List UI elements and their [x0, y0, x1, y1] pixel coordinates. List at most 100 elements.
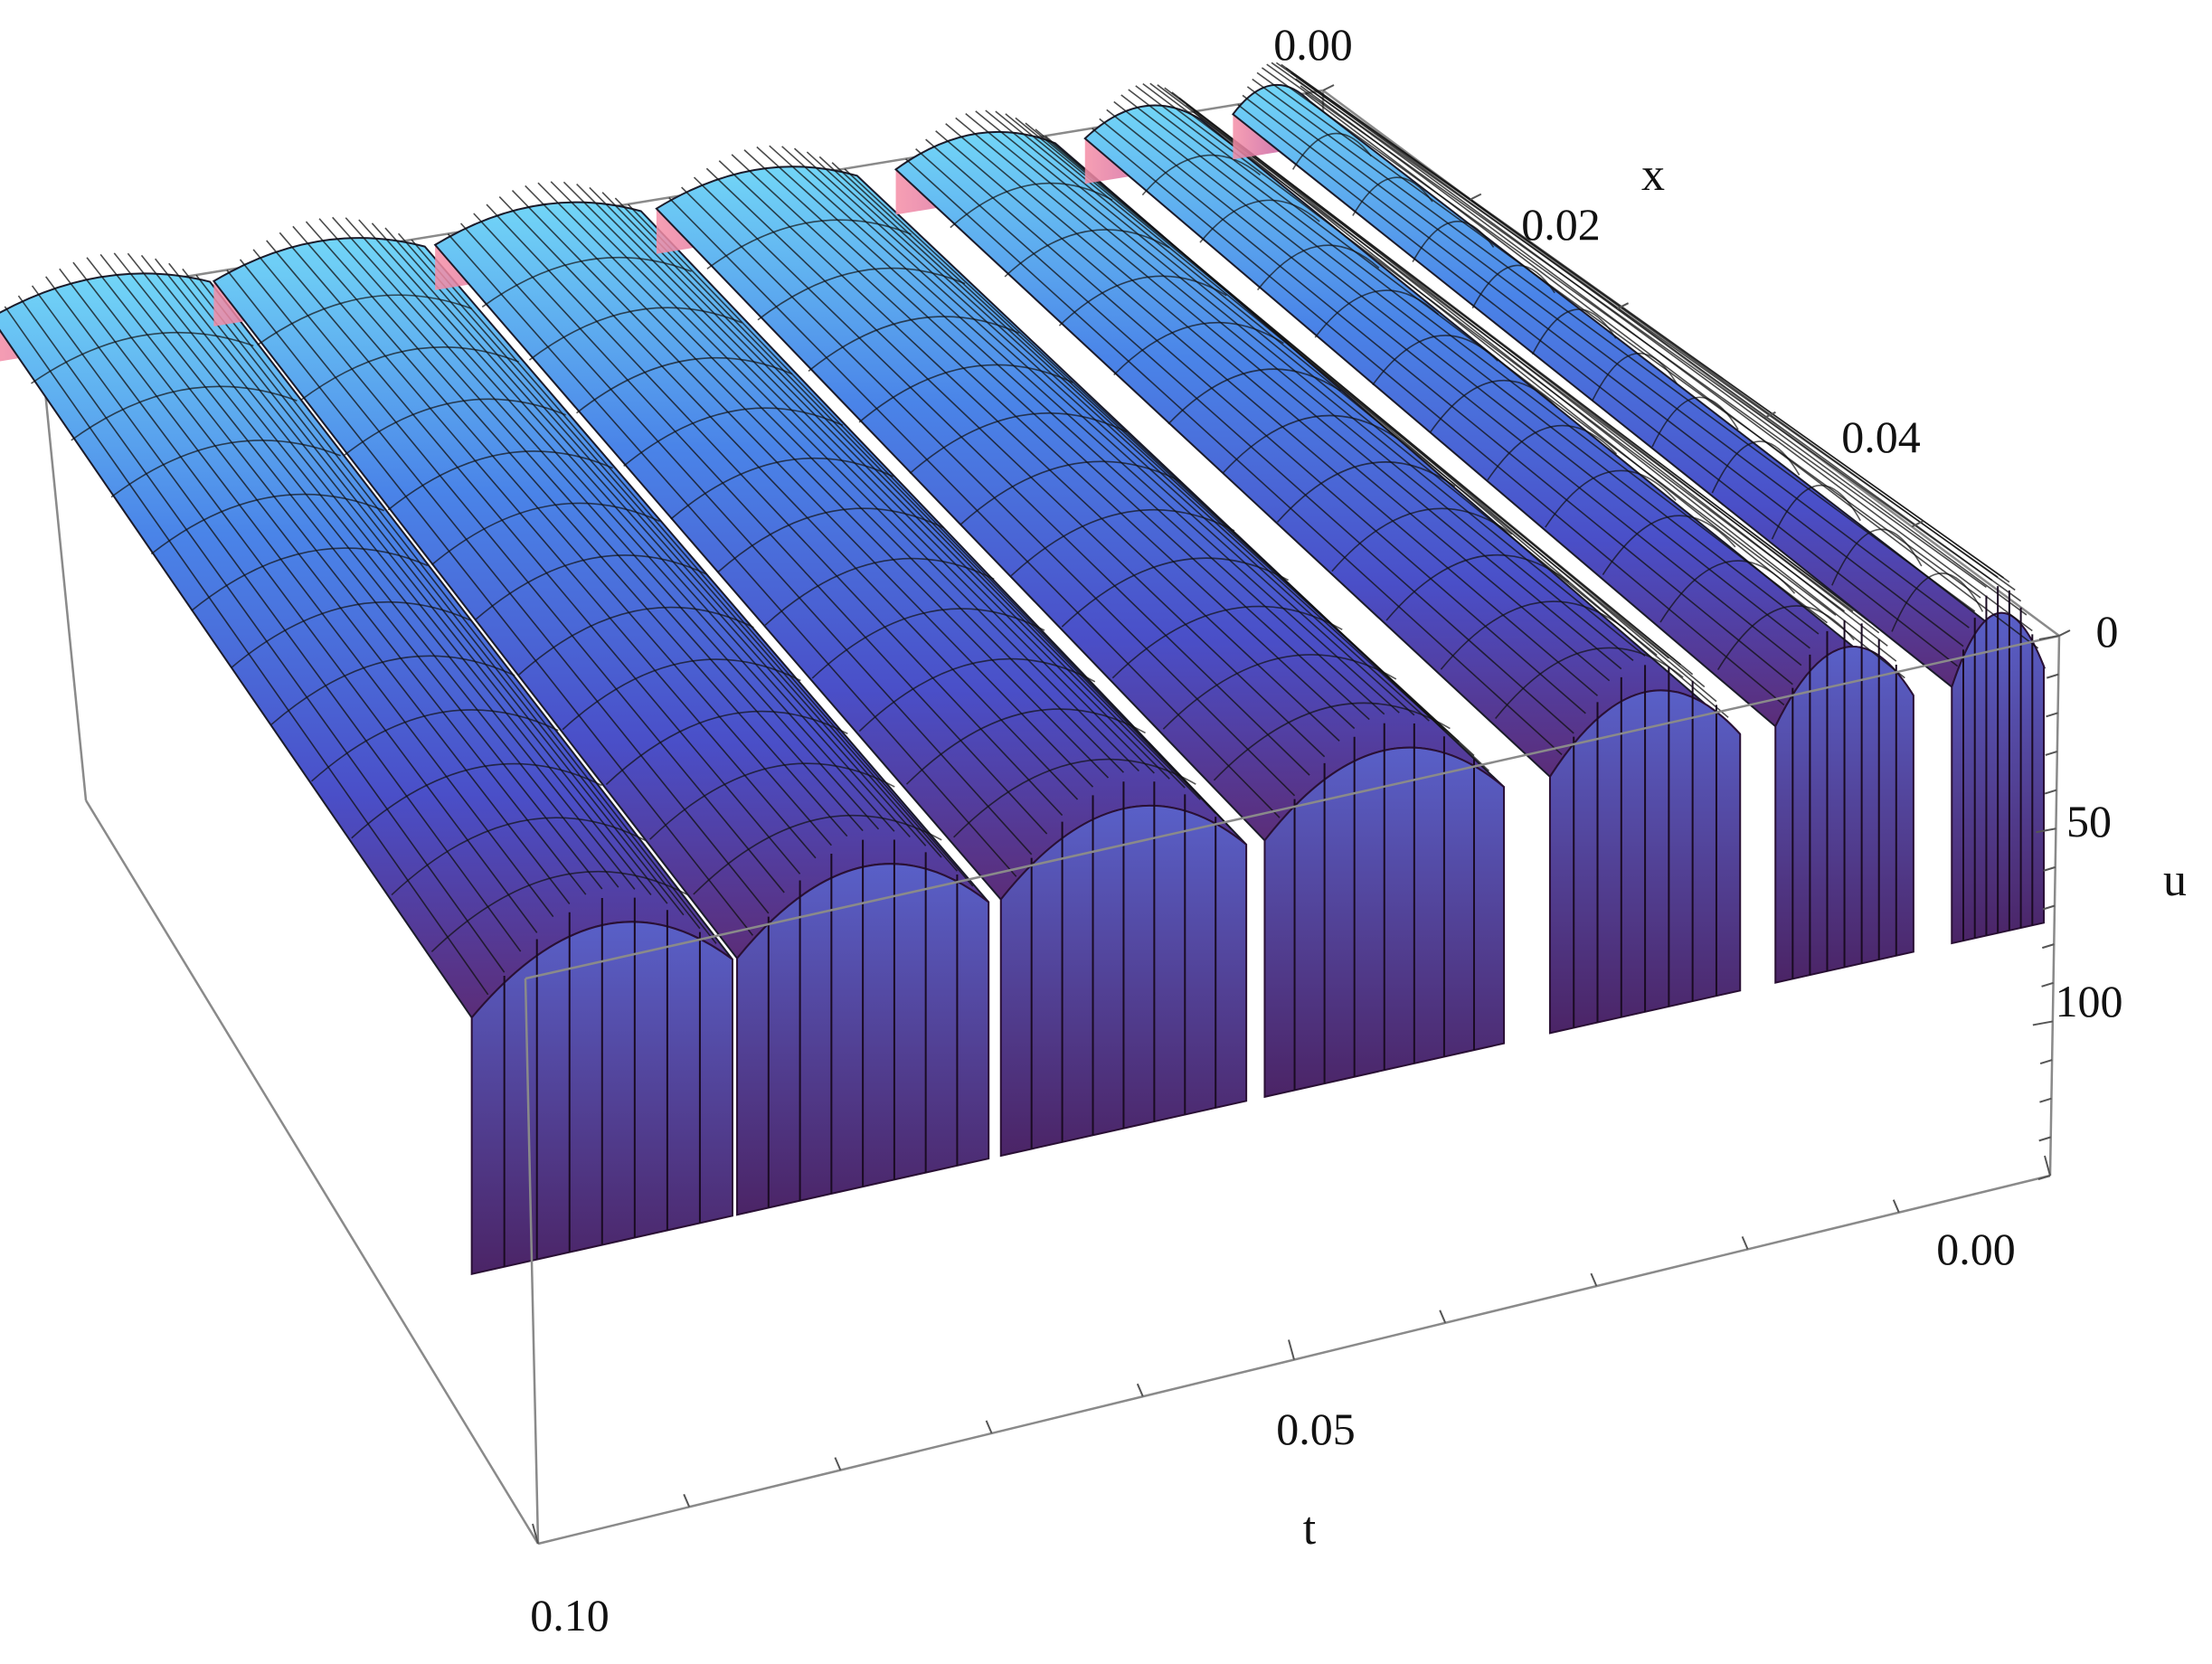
mesh-line-long-3-2 [681, 186, 1296, 797]
mesh-line-cross-6-7 [1651, 396, 1739, 448]
mesh-line-long-0-3 [31, 285, 522, 952]
mesh-line-cross-2-6 [717, 507, 944, 573]
mesh-line-long-2-13 [601, 192, 1201, 800]
mesh-line-long-4-7 [965, 113, 1634, 661]
u-tick-13 [2038, 1136, 2052, 1142]
mesh-line-cross-0-3 [110, 440, 341, 498]
surface-ridge-0 [0, 252, 733, 1276]
mesh-line-long-0-15 [195, 274, 717, 944]
mesh-line-cross-1-9 [605, 710, 848, 786]
mesh-line-cross-5-5 [1372, 335, 1498, 386]
x-tick-4 [1911, 520, 1924, 528]
t-tick-label-1: 0.05 [1276, 1404, 1356, 1454]
mesh-line-long-1-12 [371, 222, 927, 846]
u-tick-1 [2046, 673, 2059, 679]
mesh-line-long-6-14 [1300, 85, 2033, 632]
mesh-line-long-2-8 [537, 182, 1125, 773]
mesh-line-long-3-15 [844, 168, 1490, 772]
mesh-line-cross-1-4 [387, 450, 613, 511]
mesh-line-long-3-4 [705, 167, 1326, 758]
mesh-line-long-0-11 [140, 254, 652, 896]
mesh-line-cross-5-9 [1602, 515, 1736, 576]
mesh-line-long-6-3 [1246, 86, 1970, 629]
u-tick-4 [2044, 789, 2057, 795]
mesh-line-long-1-13 [384, 227, 942, 858]
u-tick-0 [2038, 635, 2060, 640]
mesh-line-long-3-12 [806, 151, 1445, 731]
mesh-line-cross-1-8 [562, 658, 801, 731]
mesh-line-long-6-13 [1295, 78, 2028, 616]
mesh-line-cross-3-7 [1010, 508, 1235, 577]
mesh-line-cross-5-4 [1314, 289, 1440, 338]
u-tick-8 [2041, 943, 2055, 950]
u-tick-7 [2042, 904, 2056, 911]
mesh-line-long-2-6 [511, 190, 1094, 788]
mesh-line-cross-0-6 [231, 600, 472, 668]
mesh-line-cross-5-2 [1199, 199, 1320, 243]
mesh-line-long-0-8 [99, 253, 603, 890]
mesh-line-cross-5-3 [1256, 244, 1380, 291]
mesh-line-long-6-4 [1252, 78, 1976, 612]
mesh-line-long-0-5 [59, 268, 554, 918]
mesh-line-cross-5-8 [1545, 469, 1677, 528]
mesh-line-long-2-10 [562, 181, 1155, 774]
mesh-line-cross-6-1 [1291, 132, 1373, 170]
mesh-line-cross-5-11 [1716, 605, 1855, 671]
mesh-line-cross-4-3 [1058, 275, 1227, 326]
mesh-line-cross-6-5 [1531, 308, 1617, 355]
mesh-line-cross-4-11 [1495, 647, 1684, 720]
u-tick-label-0: 0 [2096, 606, 2119, 657]
t-tick-9 [1892, 1199, 1900, 1214]
mesh-line-long-2-7 [525, 184, 1110, 779]
surface-ridge-2 [433, 181, 1248, 1158]
mesh-line-long-1-4 [266, 240, 801, 875]
mesh-line-cross-3-11 [1213, 702, 1451, 781]
mesh-line-cross-0-8 [310, 709, 559, 782]
mesh-line-cross-0-9 [351, 762, 602, 839]
mesh-line-cross-2-3 [576, 356, 793, 414]
mesh-line-cross-6-6 [1592, 352, 1678, 402]
mesh-line-cross-2-7 [764, 557, 995, 626]
x-tick-label-2: 0.04 [1841, 411, 1921, 462]
mesh-line-cross-0-2 [71, 385, 298, 441]
mesh-line-long-1-11 [358, 219, 911, 838]
mesh-line-cross-4-5 [1167, 368, 1341, 425]
t-tick-label-2: 0.10 [530, 1590, 610, 1640]
mesh-line-cross-3-6 [959, 460, 1181, 525]
mesh-line-long-3-9 [769, 145, 1400, 714]
surface-mesh [0, 61, 2047, 1276]
t-tick-0 [532, 1523, 539, 1545]
mesh-line-cross-2-8 [811, 608, 1045, 679]
mesh-line-cross-3-8 [1061, 557, 1290, 628]
mesh-line-cross-0-11 [430, 870, 690, 952]
mesh-line-long-5-8 [1142, 82, 1846, 612]
mesh-line-long-4-13 [1025, 122, 1706, 688]
mesh-line-cross-2-5 [670, 457, 894, 520]
mesh-line-long-6-11 [1285, 67, 2016, 591]
mesh-line-long-2-9 [550, 181, 1139, 772]
t-tick-3 [985, 1420, 993, 1434]
mesh-line-long-5-5 [1120, 94, 1820, 635]
mesh-line-cross-2-2 [528, 307, 742, 361]
x-tick-0 [1322, 84, 1335, 91]
mesh-line-long-0-14 [182, 268, 701, 930]
mesh-line-long-0-6 [72, 261, 571, 904]
mesh-line-long-0-7 [86, 257, 587, 895]
mesh-line-long-1-8 [318, 218, 864, 832]
mesh-line-long-3-7 [743, 149, 1370, 721]
mesh-line-long-2-14 [614, 197, 1216, 814]
mesh-line-long-5-14 [1186, 103, 1897, 662]
surface-ridge-5 [1083, 82, 1914, 984]
mesh-line-cross-0-7 [270, 655, 515, 725]
mesh-line-cross-4-1 [950, 182, 1113, 229]
mesh-line-long-3-3 [693, 176, 1310, 776]
mesh-line-long-1-9 [332, 216, 880, 830]
mesh-line-long-2-4 [486, 203, 1063, 817]
mesh-line-cross-3-4 [858, 364, 1073, 423]
mesh-line-long-1-3 [252, 249, 785, 893]
mesh-line-long-5-13 [1178, 97, 1888, 647]
mesh-line-cross-0-10 [391, 817, 647, 896]
u-tick-11 [2039, 1059, 2053, 1065]
